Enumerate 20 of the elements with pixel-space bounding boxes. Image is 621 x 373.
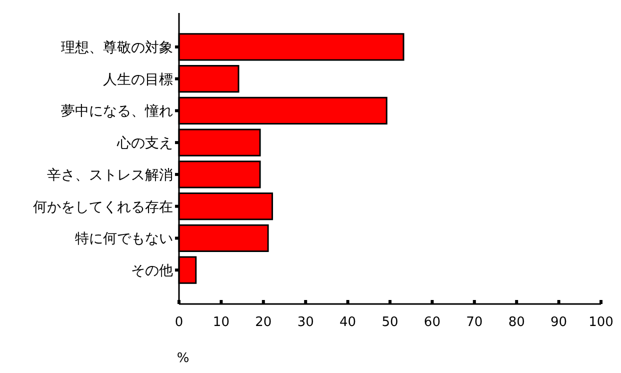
- x-tick-label: 0: [174, 315, 184, 330]
- x-tick-label: 40: [340, 315, 356, 330]
- x-tick-label: 60: [424, 315, 440, 330]
- y-tick-label: 何かをしてくれる存在: [33, 199, 173, 216]
- y-tick-label: 人生の目標: [103, 72, 173, 88]
- x-tick-label: 70: [466, 315, 483, 330]
- y-tick-label: 辛さ、ストレス解消: [47, 167, 173, 184]
- x-tick-label: 30: [297, 315, 314, 330]
- x-tick-label: 10: [212, 315, 230, 330]
- y-tick-label: その他: [131, 263, 173, 280]
- x-tick-label: 100: [588, 315, 614, 330]
- y-tick-label: 夢中になる、憧れ: [61, 104, 173, 120]
- x-tick-label: 50: [382, 315, 398, 330]
- y-tick-label: 心の支え: [116, 136, 173, 152]
- y-tick-label: 理想、尊敬の対象: [61, 40, 173, 56]
- y-tick-label: 特に何でもない: [75, 231, 173, 248]
- x-tick-label: 20: [255, 315, 272, 330]
- x-tick-label: 90: [550, 315, 568, 330]
- x-axis-title: %: [176, 351, 190, 366]
- x-tick-label: 80: [508, 315, 525, 330]
